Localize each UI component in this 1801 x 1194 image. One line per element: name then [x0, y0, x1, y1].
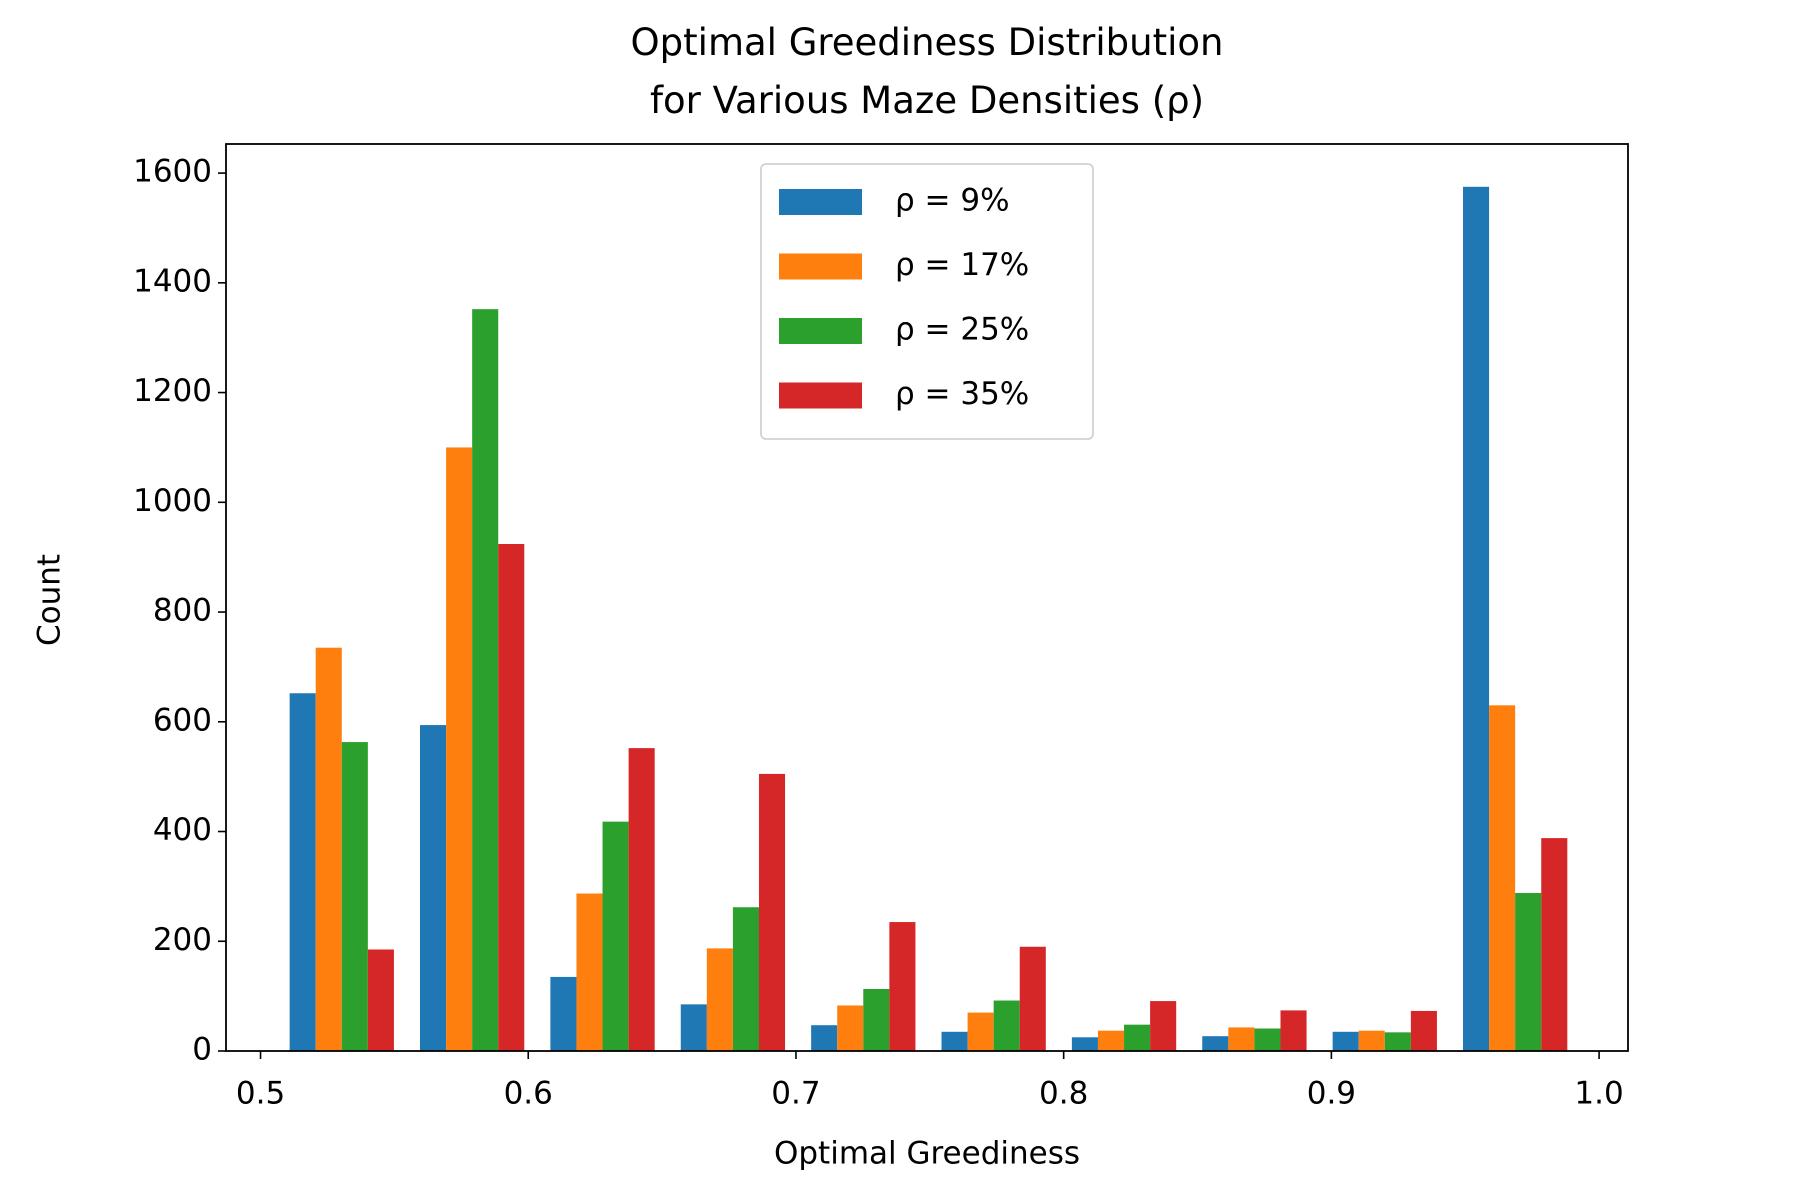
- bar: [837, 1005, 864, 1051]
- bar: [1384, 1032, 1411, 1051]
- bar: [1019, 946, 1046, 1051]
- bar: [1463, 186, 1490, 1051]
- y-tick-label: 200: [153, 922, 212, 958]
- bar: [889, 922, 916, 1051]
- bar: [367, 949, 394, 1051]
- legend-swatch: [779, 318, 862, 344]
- y-tick-label: 400: [153, 812, 212, 848]
- bar: [1202, 1036, 1229, 1051]
- y-tick-label: 1200: [133, 373, 212, 409]
- y-axis-label: Count: [32, 554, 68, 646]
- bar: [341, 742, 368, 1051]
- bar: [1124, 1024, 1151, 1051]
- bar: [602, 821, 629, 1051]
- y-tick-label: 0: [192, 1032, 212, 1068]
- bar: [706, 948, 733, 1051]
- bar: [1228, 1027, 1255, 1051]
- bar: [811, 1025, 838, 1051]
- bar: [758, 773, 786, 1051]
- bar: [315, 647, 342, 1051]
- x-tick-label: 0.7: [771, 1076, 820, 1112]
- bar: [967, 1012, 994, 1051]
- bar: [498, 544, 525, 1051]
- y-tick-label: 1000: [133, 483, 212, 519]
- legend-box: [760, 163, 1094, 440]
- bar: [680, 1004, 707, 1051]
- bar: [550, 976, 577, 1051]
- plot-frame: [225, 143, 1629, 1052]
- x-tick-label: 1.0: [1574, 1076, 1623, 1112]
- bar: [941, 1031, 968, 1051]
- bar: [1332, 1031, 1359, 1051]
- legend-label: ρ = 17%: [895, 247, 1029, 283]
- x-axis-label: Optimal Greediness: [774, 1136, 1080, 1172]
- bar: [472, 309, 499, 1051]
- bar: [1097, 1030, 1125, 1051]
- bar: [1280, 1010, 1307, 1051]
- y-tick-label: 600: [153, 702, 212, 738]
- bar: [1150, 1001, 1177, 1051]
- bar: [420, 725, 447, 1051]
- bar: [628, 748, 655, 1051]
- x-tick-label: 0.8: [1039, 1076, 1088, 1112]
- x-tick-label: 0.5: [236, 1076, 285, 1112]
- bar: [1358, 1030, 1385, 1051]
- bar: [576, 893, 603, 1051]
- bar: [1071, 1037, 1098, 1051]
- bar: [1489, 705, 1516, 1051]
- y-tick-label: 1600: [133, 154, 212, 190]
- bar: [289, 693, 316, 1051]
- legend-swatch: [779, 253, 862, 280]
- legend-label: ρ = 25%: [895, 312, 1029, 348]
- x-tick-label: 0.6: [504, 1076, 553, 1112]
- legend-label: ρ = 35%: [895, 376, 1029, 412]
- bar: [1254, 1028, 1281, 1051]
- y-tick-label: 800: [153, 593, 212, 629]
- bar: [446, 447, 473, 1051]
- bar: [1541, 838, 1568, 1051]
- bar: [1410, 1010, 1437, 1051]
- bar: [732, 907, 759, 1051]
- bar: [1515, 892, 1542, 1051]
- x-tick-label: 0.9: [1307, 1076, 1356, 1112]
- bar: [993, 1000, 1020, 1051]
- legend-label: ρ = 9%: [895, 183, 1010, 219]
- y-tick-label: 1400: [133, 263, 212, 299]
- chart-title: Optimal Greediness Distribution for Vario…: [631, 21, 1224, 122]
- legend-swatch: [779, 382, 862, 409]
- bar: [863, 988, 890, 1051]
- legend-swatch: [779, 189, 862, 215]
